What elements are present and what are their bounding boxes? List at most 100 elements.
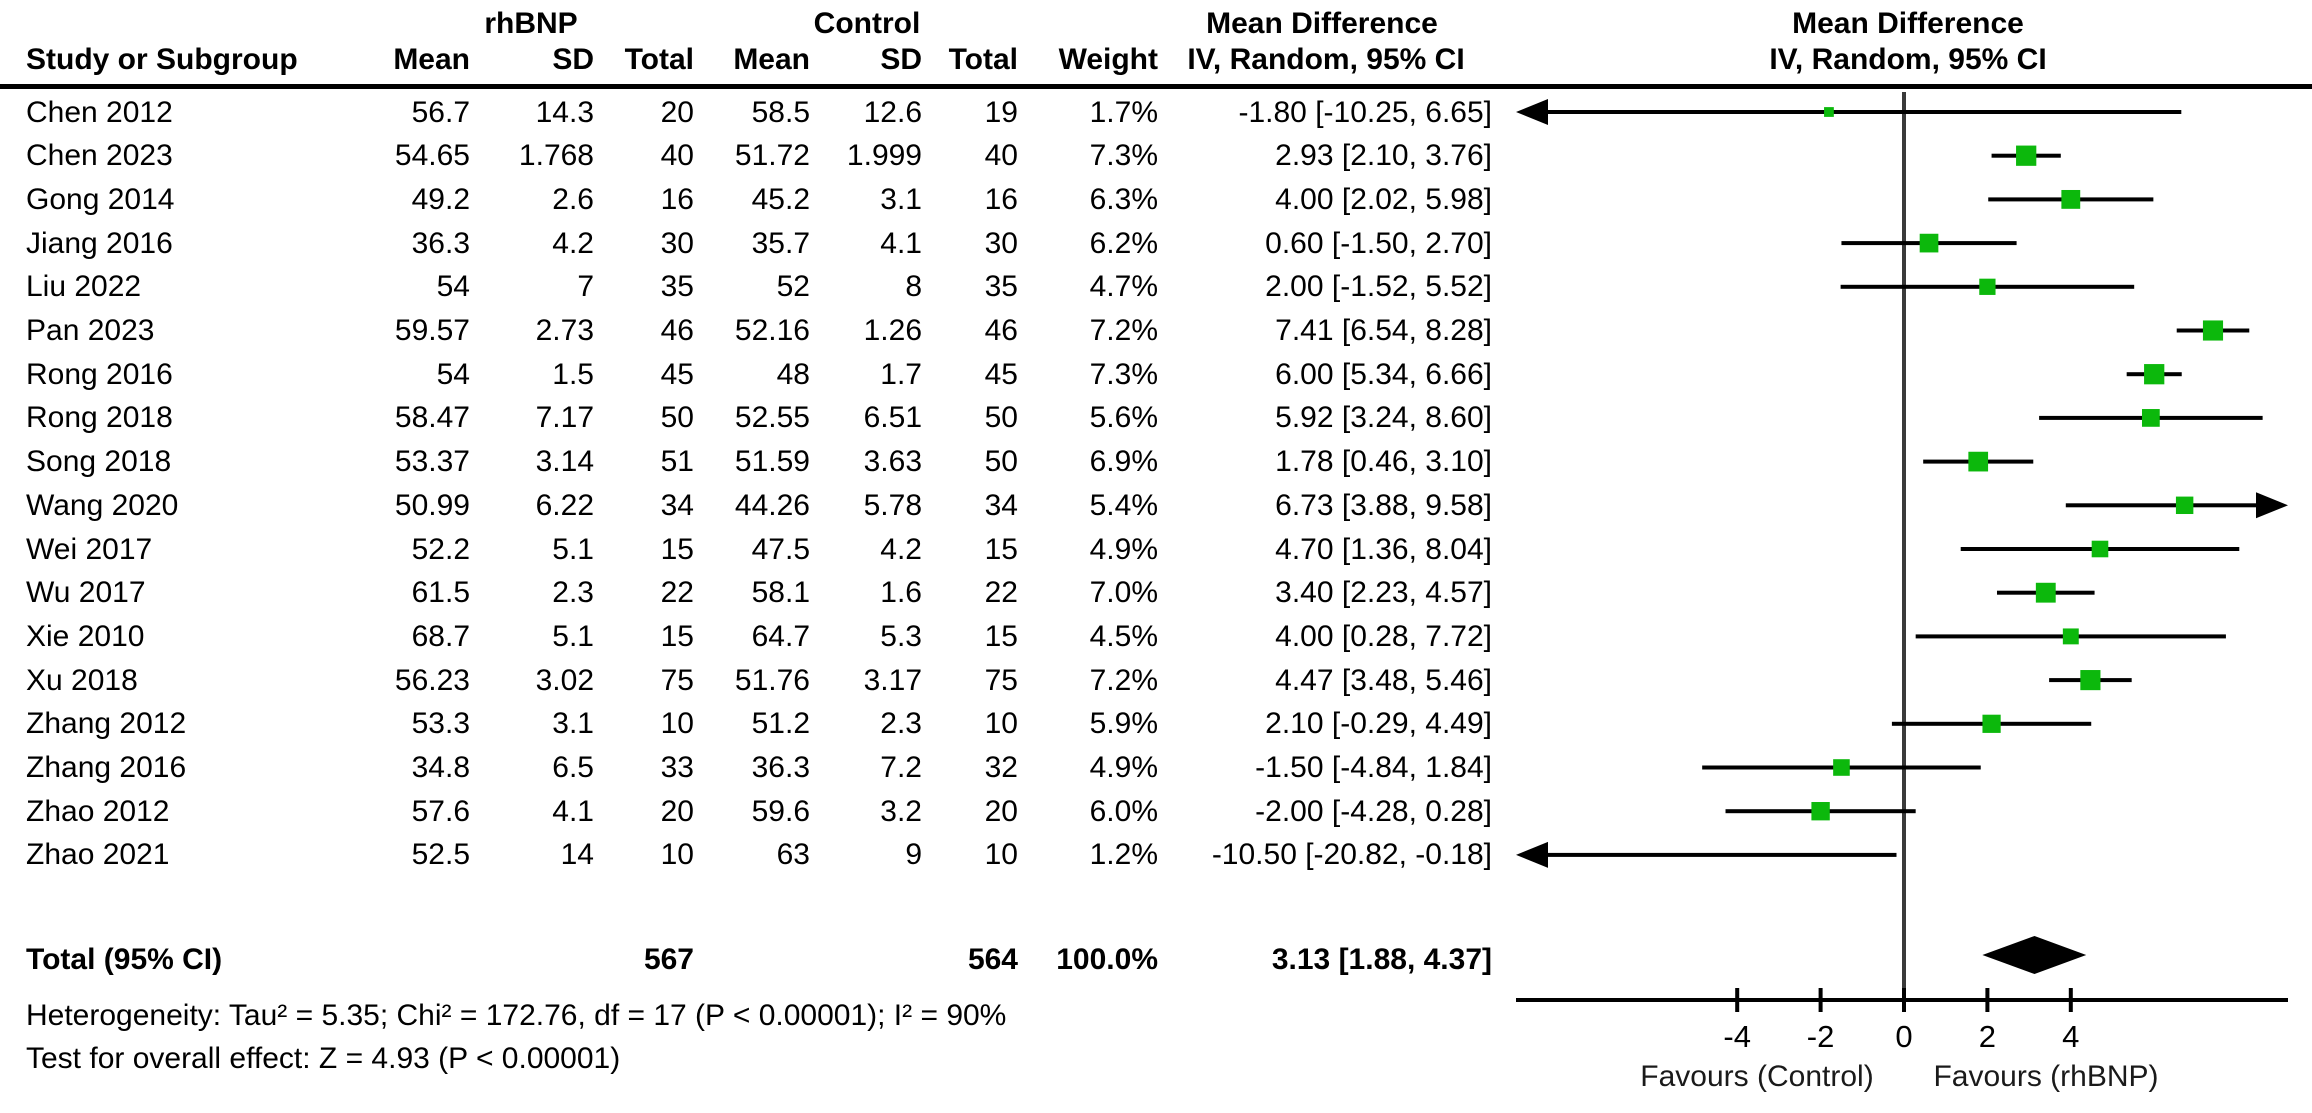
cell-mean-exp: 54.65 <box>394 139 470 172</box>
cell-total-ctl: 19 <box>984 96 1018 129</box>
col-header-total-ctl: Total <box>948 43 1018 76</box>
cell-weight: 7.3% <box>1089 139 1158 172</box>
cell-weight: 4.9% <box>1089 751 1158 784</box>
cell-weight: 6.0% <box>1089 795 1158 828</box>
cell-sd-ctl: 1.26 <box>863 314 922 347</box>
ci-line <box>1544 110 2182 114</box>
cell-study-name: Xie 2010 <box>26 620 145 653</box>
cell-mean-ctl: 52 <box>776 270 810 303</box>
cell-ci-text: 2.93 [2.10, 3.76] <box>1275 139 1492 172</box>
cell-weight: 5.9% <box>1089 707 1158 740</box>
cell-ci-text: -10.50 [-20.82, -0.18] <box>1211 838 1492 871</box>
cell-sd-exp: 3.14 <box>535 445 594 478</box>
effect-title-right: Mean Difference <box>1792 7 2024 40</box>
arrow-left-icon <box>1516 99 1548 125</box>
effect-square <box>1919 233 1939 253</box>
ci-line <box>1544 852 1897 857</box>
cell-sd-ctl: 3.2 <box>880 795 922 828</box>
cell-total-exp: 45 <box>660 358 694 391</box>
cell-weight: 6.2% <box>1089 227 1158 260</box>
cell-total-exp: 46 <box>660 314 694 347</box>
cell-total-exp: 33 <box>660 751 694 784</box>
axis-tick-label: 0 <box>1895 1019 1913 1054</box>
cell-sd-exp: 4.2 <box>552 227 594 260</box>
effect-square <box>2202 320 2224 341</box>
cell-sd-exp: 7.17 <box>535 401 594 434</box>
cell-sd-exp: 2.3 <box>552 576 594 609</box>
cell-study-name: Zhao 2012 <box>26 795 170 828</box>
col-header-sd-exp: SD <box>552 43 594 76</box>
cell-total-exp: 20 <box>660 96 694 129</box>
effect-square <box>1833 759 1850 776</box>
cell-sd-exp: 1.5 <box>552 358 594 391</box>
zero-line <box>1902 92 1906 1000</box>
axis-tick-label: 2 <box>1978 1019 1997 1054</box>
cell-sd-ctl: 4.2 <box>880 533 922 566</box>
total-ci-text: 3.13 [1.88, 4.37] <box>1271 943 1492 976</box>
cell-mean-ctl: 59.6 <box>751 795 810 828</box>
cell-sd-ctl: 12.6 <box>863 96 922 129</box>
cell-weight: 1.7% <box>1089 96 1158 129</box>
cell-mean-exp: 57.6 <box>411 795 470 828</box>
cell-mean-ctl: 47.5 <box>751 533 810 566</box>
cell-mean-exp: 52.2 <box>411 533 470 566</box>
cell-sd-exp: 3.02 <box>535 664 594 697</box>
cell-mean-exp: 59.57 <box>394 314 470 347</box>
cell-sd-ctl: 3.1 <box>880 183 922 216</box>
cell-ci-text: 3.40 [2.23, 4.57] <box>1275 576 1492 609</box>
effect-square <box>2080 670 2101 691</box>
cell-total-exp: 10 <box>660 838 694 871</box>
col-header-mean-exp: Mean <box>393 43 470 76</box>
cell-mean-ctl: 36.3 <box>751 751 810 784</box>
cell-sd-ctl: 1.6 <box>880 576 922 609</box>
effect-square <box>2144 364 2165 385</box>
cell-total-ctl: 46 <box>984 314 1018 347</box>
cell-weight: 6.9% <box>1089 445 1158 478</box>
cell-total-exp: 30 <box>660 227 694 260</box>
cell-mean-ctl: 45.2 <box>751 183 810 216</box>
cell-ci-text: 4.00 [2.02, 5.98] <box>1275 183 1492 216</box>
cell-sd-exp: 2.73 <box>535 314 594 347</box>
overall-effect-note: Test for overall effect: Z = 4.93 (P < 0… <box>26 1042 621 1075</box>
cell-sd-ctl: 8 <box>905 270 922 303</box>
axis-tick <box>2068 988 2073 1012</box>
effect-square <box>2062 628 2079 645</box>
cell-ci-text: 4.70 [1.36, 8.04] <box>1275 533 1492 566</box>
effect-square <box>1979 278 1996 295</box>
cell-sd-exp: 5.1 <box>552 533 594 566</box>
cell-mean-exp: 52.5 <box>411 838 470 871</box>
cell-ci-text: 2.00 [-1.52, 5.52] <box>1265 270 1492 303</box>
favours-left-label: Favours (Control) <box>1640 1060 1874 1093</box>
effect-square <box>1824 107 1834 117</box>
cell-mean-ctl: 35.7 <box>751 227 810 260</box>
cell-weight: 1.2% <box>1089 838 1158 871</box>
cell-weight: 7.2% <box>1089 664 1158 697</box>
cell-mean-exp: 49.2 <box>411 183 470 216</box>
cell-ci-text: -1.50 [-4.84, 1.84] <box>1255 751 1492 784</box>
col-header-study: Study or Subgroup <box>26 43 298 76</box>
cell-ci-text: -1.80 [-10.25, 6.65] <box>1238 96 1492 129</box>
cell-sd-exp: 6.22 <box>535 489 594 522</box>
cell-total-exp: 15 <box>660 620 694 653</box>
cell-total-exp: 20 <box>660 795 694 828</box>
cell-total-ctl: 30 <box>984 227 1018 260</box>
cell-study-name: Gong 2014 <box>26 183 175 216</box>
cell-mean-ctl: 44.26 <box>734 489 810 522</box>
cell-total-ctl: 45 <box>984 358 1018 391</box>
cell-study-name: Liu 2022 <box>26 270 142 303</box>
cell-sd-ctl: 1.7 <box>880 358 922 391</box>
cell-mean-exp: 53.37 <box>394 445 470 478</box>
cell-mean-ctl: 51.2 <box>751 707 810 740</box>
cell-study-name: Pan 2023 <box>26 314 155 347</box>
cell-study-name: Rong 2016 <box>26 358 173 391</box>
cell-sd-ctl: 5.78 <box>863 489 922 522</box>
cell-sd-ctl: 3.17 <box>863 664 922 697</box>
col-header-total-exp: Total <box>624 43 694 76</box>
cell-mean-exp: 34.8 <box>411 751 470 784</box>
cell-total-ctl: 32 <box>984 751 1018 784</box>
group-header-experimental: rhBNP <box>484 7 578 40</box>
cell-total-ctl: 22 <box>984 576 1018 609</box>
cell-study-name: Zhang 2016 <box>26 751 187 784</box>
effect-title-left: Mean Difference <box>1206 7 1438 40</box>
